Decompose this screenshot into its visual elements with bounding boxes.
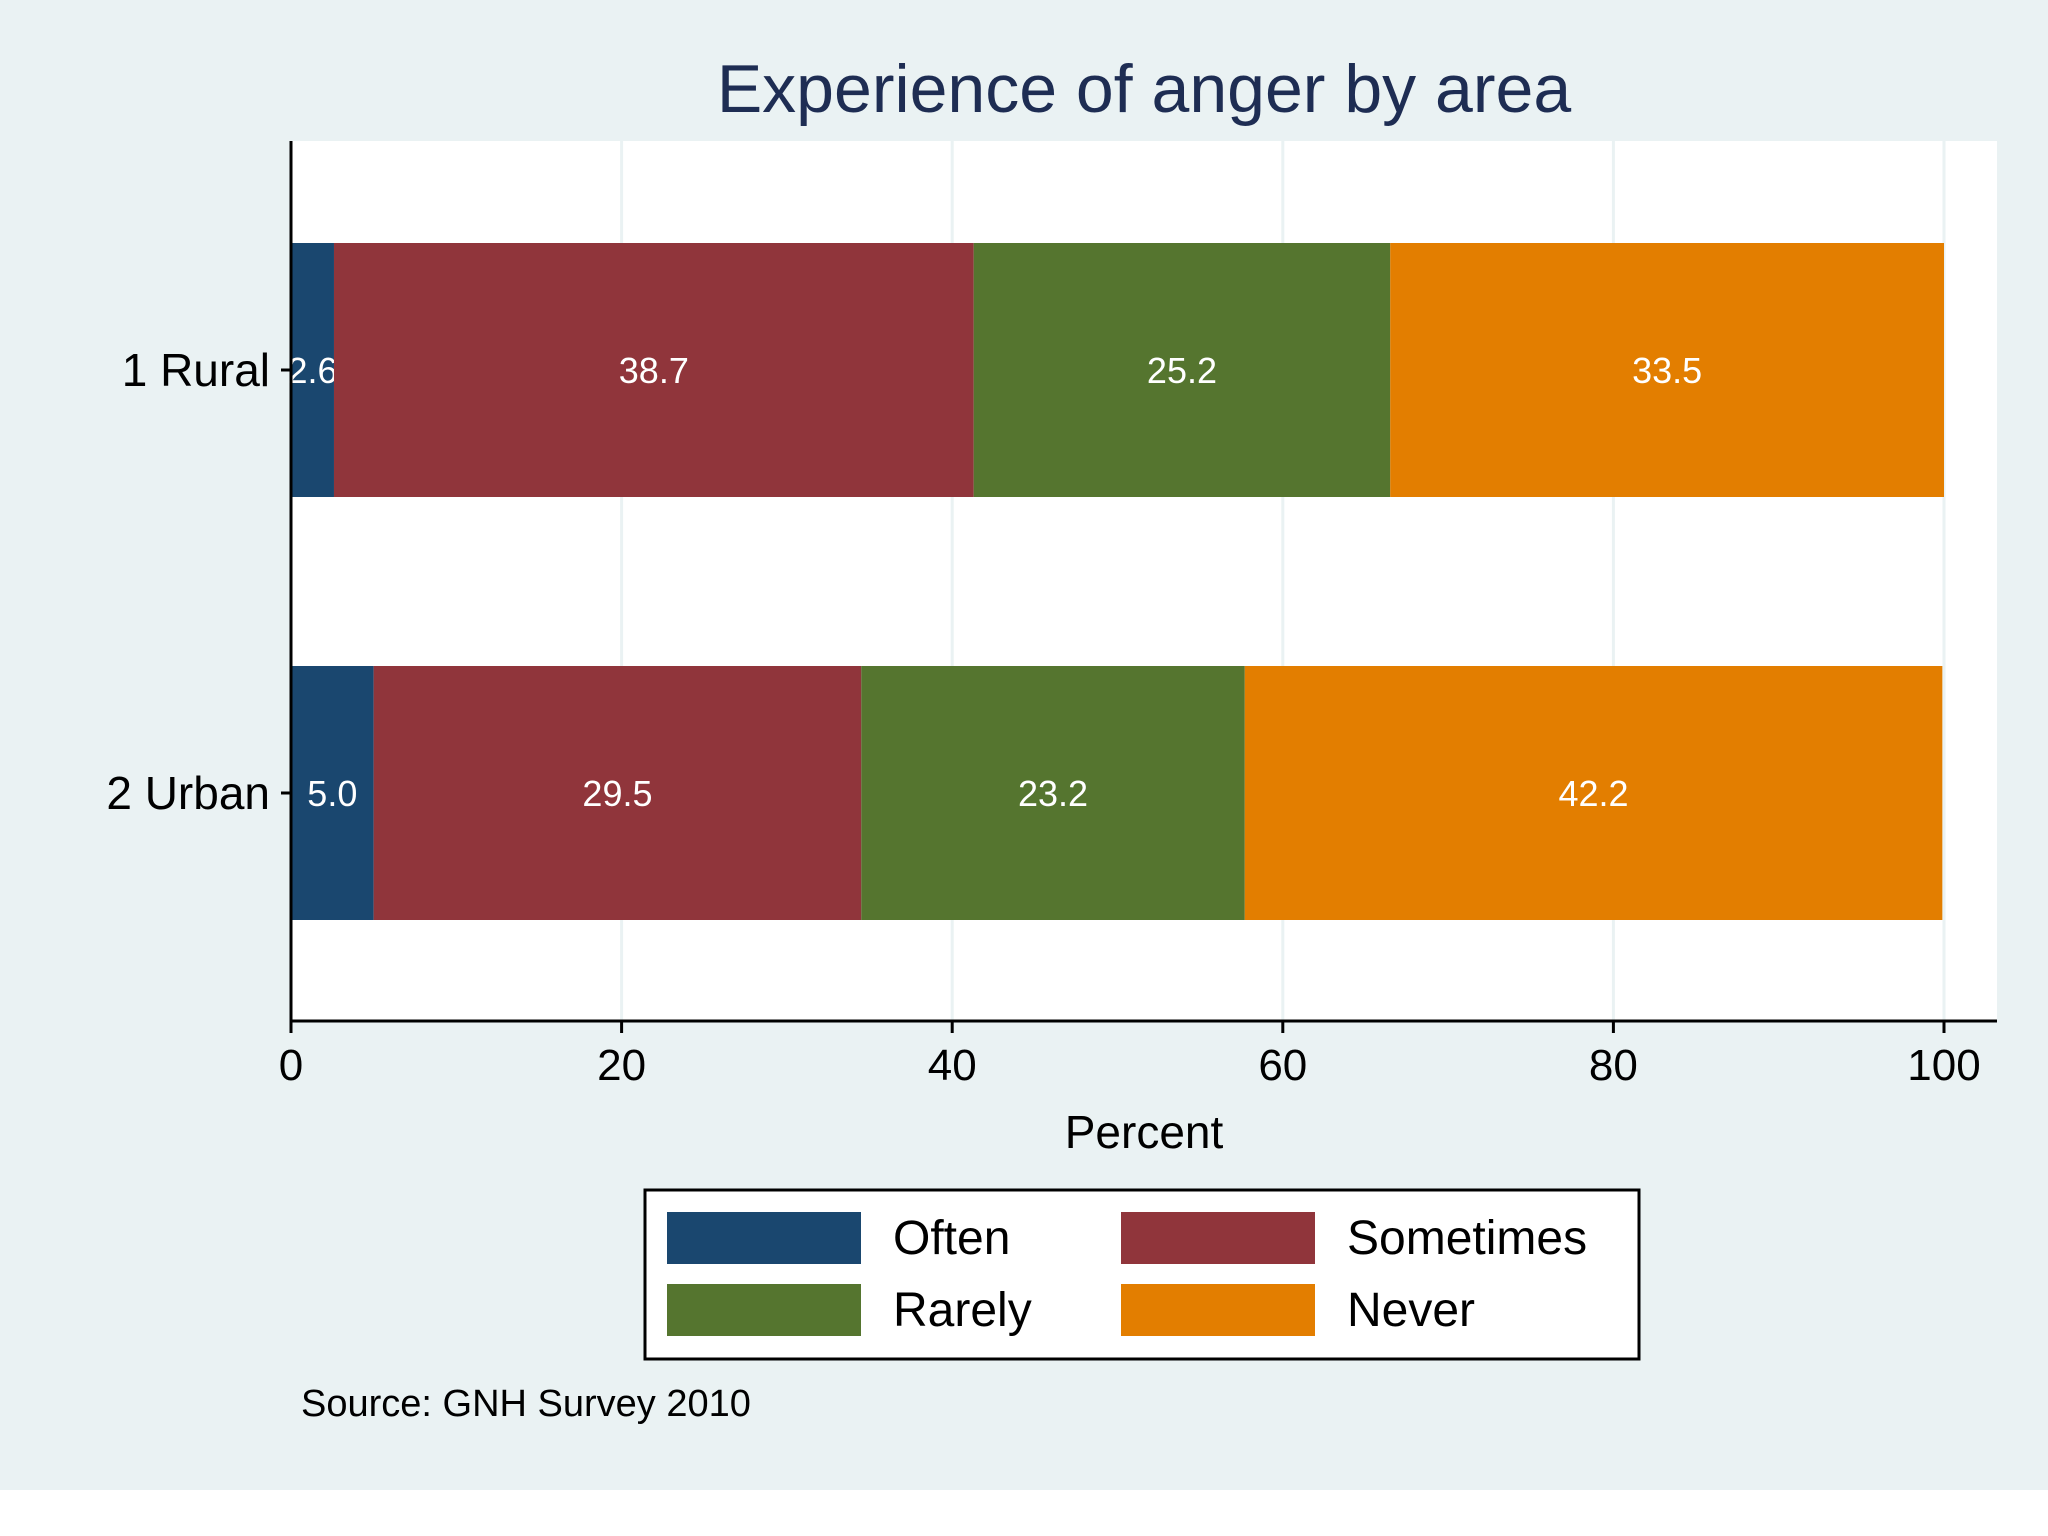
value-label-2-urban-rarely: 23.2 xyxy=(1018,773,1088,814)
legend-label-sometimes: Sometimes xyxy=(1347,1212,1587,1265)
legend-swatch-never xyxy=(1121,1284,1315,1336)
legend-label-rarely: Rarely xyxy=(893,1284,1032,1337)
source-note: Source: GNH Survey 2010 xyxy=(301,1383,751,1425)
value-label-1-rural-often: 2.6 xyxy=(287,350,337,391)
y-axis-categories: 1 Rural 2 Urban xyxy=(106,344,291,819)
y-category-label-1-rural: 1 Rural xyxy=(122,344,270,396)
bar-1-rural-rarely xyxy=(973,243,1391,497)
value-label-2-urban-often: 5.0 xyxy=(307,773,357,814)
x-axis-ticks: 0 20 40 60 80 100 xyxy=(279,1021,1981,1090)
value-label-1-rural-rarely: 25.2 xyxy=(1147,350,1217,391)
x-tick-label: 20 xyxy=(597,1041,646,1090)
legend-swatch-often xyxy=(667,1212,861,1264)
x-tick-label: 80 xyxy=(1589,1041,1638,1090)
chart-title: Experience of anger by area xyxy=(717,51,1571,127)
x-tick-label: 40 xyxy=(928,1041,977,1090)
bar-1-rural-sometimes xyxy=(333,243,974,497)
x-tick-label: 100 xyxy=(1907,1041,1980,1090)
x-tick-label: 60 xyxy=(1258,1041,1307,1090)
legend-swatch-rarely xyxy=(667,1284,861,1336)
legend: Often Sometimes Rarely Never xyxy=(643,1188,1641,1361)
bar-1-rural-never xyxy=(1390,243,1944,497)
bar-1-rural-often xyxy=(291,243,334,497)
y-category-label-2-urban: 2 Urban xyxy=(106,767,270,819)
bar-2-urban-never xyxy=(1244,666,1943,920)
x-axis-label: Percent xyxy=(1065,1106,1224,1158)
bars: 2.6 38.7 25.2 33.5 5.0 29.5 23.2 42.2 xyxy=(287,243,1944,920)
bar-2-urban-often xyxy=(291,666,374,920)
value-label-1-rural-never: 33.5 xyxy=(1632,350,1702,391)
legend-label-never: Never xyxy=(1347,1284,1475,1337)
value-label-2-urban-sometimes: 29.5 xyxy=(582,773,652,814)
bar-2-urban-sometimes xyxy=(373,666,862,920)
bar-2-urban-rarely xyxy=(861,666,1245,920)
value-label-1-rural-sometimes: 38.7 xyxy=(619,350,689,391)
axes xyxy=(289,141,1997,1023)
x-tick-label: 0 xyxy=(279,1041,303,1090)
legend-label-often: Often xyxy=(893,1212,1010,1265)
legend-swatch-sometimes xyxy=(1121,1212,1315,1264)
value-label-2-urban-never: 42.2 xyxy=(1559,773,1629,814)
